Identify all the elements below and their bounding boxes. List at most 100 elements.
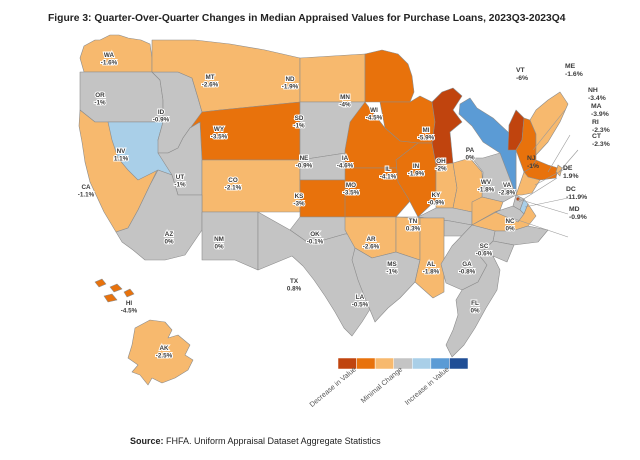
svg-text:0%: 0% — [470, 308, 480, 315]
svg-text:-3.5%: -3.5% — [211, 134, 228, 141]
svg-text:DE: DE — [563, 165, 573, 172]
svg-text:CT: CT — [592, 133, 602, 140]
svg-text:IA: IA — [342, 155, 349, 162]
svg-text:VT: VT — [516, 67, 526, 74]
svg-text:UT: UT — [176, 174, 185, 181]
svg-text:-1.6%: -1.6% — [101, 60, 118, 67]
svg-text:0%: 0% — [505, 226, 515, 233]
svg-text:MN: MN — [340, 94, 350, 101]
svg-text:1.1%: 1.1% — [114, 156, 129, 163]
svg-text:-1.1%: -1.1% — [78, 192, 95, 199]
svg-text:MS: MS — [387, 261, 396, 268]
svg-text:-2.6%: -2.6% — [202, 82, 219, 89]
svg-text:-1.9%: -1.9% — [282, 84, 299, 91]
svg-text:-1%: -1% — [527, 163, 539, 170]
svg-text:DC: DC — [566, 186, 576, 193]
svg-text:-1.8%: -1.8% — [478, 187, 495, 194]
svg-text:-0.1%: -0.1% — [307, 239, 324, 246]
svg-text:VA: VA — [503, 182, 512, 189]
svg-text:RI: RI — [592, 119, 599, 126]
svg-text:-4.5%: -4.5% — [366, 115, 383, 122]
svg-text:IN: IN — [413, 163, 420, 170]
svg-text:HI: HI — [126, 300, 133, 307]
svg-text:PA: PA — [466, 147, 475, 154]
svg-text:WA: WA — [104, 52, 115, 59]
svg-text:-3.9%: -3.9% — [591, 111, 609, 118]
svg-text:-1%: -1% — [386, 269, 398, 276]
svg-text:WV: WV — [481, 179, 492, 186]
svg-text:-3%: -3% — [293, 201, 305, 208]
svg-text:-0.5%: -0.5% — [352, 302, 369, 309]
svg-text:0%: 0% — [465, 155, 475, 162]
svg-text:NJ: NJ — [527, 155, 536, 162]
svg-text:-1.6%: -1.6% — [565, 71, 583, 78]
svg-text:-2%: -2% — [435, 166, 447, 173]
svg-text:-4.6%: -4.6% — [337, 163, 354, 170]
svg-text:LA: LA — [356, 294, 365, 301]
svg-text:-0.8%: -0.8% — [459, 269, 476, 276]
svg-text:-1%: -1% — [174, 182, 186, 189]
svg-text:-2.3%: -2.3% — [592, 141, 610, 148]
svg-text:0%: 0% — [214, 244, 224, 251]
svg-text:-6%: -6% — [516, 75, 528, 82]
svg-text:0.3%: 0.3% — [406, 226, 421, 233]
svg-text:CO: CO — [228, 177, 238, 184]
svg-text:MT: MT — [205, 74, 214, 81]
svg-text:AR: AR — [366, 236, 376, 243]
svg-text:MO: MO — [346, 182, 356, 189]
svg-text:0%: 0% — [164, 239, 174, 246]
svg-text:AK: AK — [159, 345, 169, 352]
svg-text:NV: NV — [117, 148, 127, 155]
svg-text:MA: MA — [591, 103, 602, 110]
svg-text:OK: OK — [310, 231, 320, 238]
svg-text:-1%: -1% — [293, 123, 305, 130]
svg-text:KY: KY — [432, 192, 442, 199]
svg-text:-2.1%: -2.1% — [225, 185, 242, 192]
svg-text:MD: MD — [569, 206, 580, 213]
svg-text:-3.5%: -3.5% — [343, 190, 360, 197]
svg-text:-0.9%: -0.9% — [296, 163, 313, 170]
svg-text:-1%: -1% — [94, 100, 106, 107]
svg-text:NC: NC — [505, 218, 515, 225]
svg-text:-2.5%: -2.5% — [156, 353, 173, 360]
svg-text:CA: CA — [81, 184, 91, 191]
svg-text:NM: NM — [214, 236, 224, 243]
svg-text:NH: NH — [588, 87, 598, 94]
svg-text:Decrease in Value: Decrease in Value — [308, 365, 358, 409]
svg-text:1.9%: 1.9% — [563, 173, 579, 180]
svg-text:IL: IL — [385, 166, 391, 173]
svg-text:-0.6%: -0.6% — [476, 251, 493, 258]
svg-text:MI: MI — [423, 127, 430, 134]
svg-text:-0.9%: -0.9% — [153, 117, 170, 124]
svg-text:SC: SC — [480, 243, 489, 250]
svg-text:KS: KS — [295, 193, 304, 200]
svg-text:-0.9%: -0.9% — [569, 214, 587, 221]
svg-text:-3.4%: -3.4% — [588, 95, 606, 102]
svg-text:-0.9%: -0.9% — [428, 200, 445, 207]
svg-text:NE: NE — [300, 155, 309, 162]
svg-text:-2.6%: -2.6% — [363, 244, 380, 251]
svg-text:FL: FL — [471, 300, 479, 307]
svg-text:OR: OR — [95, 92, 105, 99]
svg-text:-4%: -4% — [339, 102, 351, 109]
svg-text:-4.5%: -4.5% — [121, 308, 138, 315]
svg-text:-4.1%: -4.1% — [380, 174, 397, 181]
svg-text:0.8%: 0.8% — [287, 286, 302, 293]
svg-text:TX: TX — [290, 278, 299, 285]
svg-text:ME: ME — [565, 63, 576, 70]
svg-text:SD: SD — [295, 115, 304, 122]
svg-text:ND: ND — [285, 76, 295, 83]
svg-text:-1.8%: -1.8% — [423, 269, 440, 276]
svg-text:-1.9%: -1.9% — [408, 171, 425, 178]
svg-text:AZ: AZ — [165, 231, 174, 238]
svg-text:TN: TN — [409, 218, 418, 225]
svg-text:-5.9%: -5.9% — [418, 135, 435, 142]
svg-text:-11.9%: -11.9% — [566, 194, 587, 201]
svg-text:Increase in Value: Increase in Value — [403, 365, 451, 407]
svg-text:WY: WY — [214, 126, 225, 133]
svg-text:AL: AL — [427, 261, 436, 268]
svg-text:-2.8%: -2.8% — [499, 190, 516, 197]
svg-text:WI: WI — [370, 107, 378, 114]
svg-text:GA: GA — [462, 261, 472, 268]
svg-text:Minimal Change: Minimal Change — [359, 365, 405, 405]
